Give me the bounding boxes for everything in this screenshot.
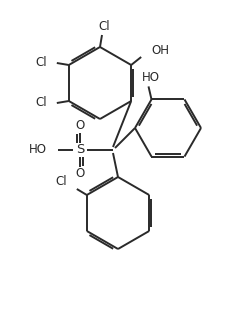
Text: OH: OH	[151, 44, 168, 58]
Text: Cl: Cl	[55, 176, 67, 188]
Text: Cl: Cl	[35, 96, 47, 110]
Text: Cl: Cl	[98, 20, 109, 33]
Text: O: O	[75, 120, 84, 132]
Text: O: O	[75, 167, 84, 181]
Text: S: S	[76, 143, 84, 156]
Text: HO: HO	[141, 71, 159, 84]
Text: Cl: Cl	[35, 57, 47, 69]
Text: HO: HO	[29, 143, 47, 156]
